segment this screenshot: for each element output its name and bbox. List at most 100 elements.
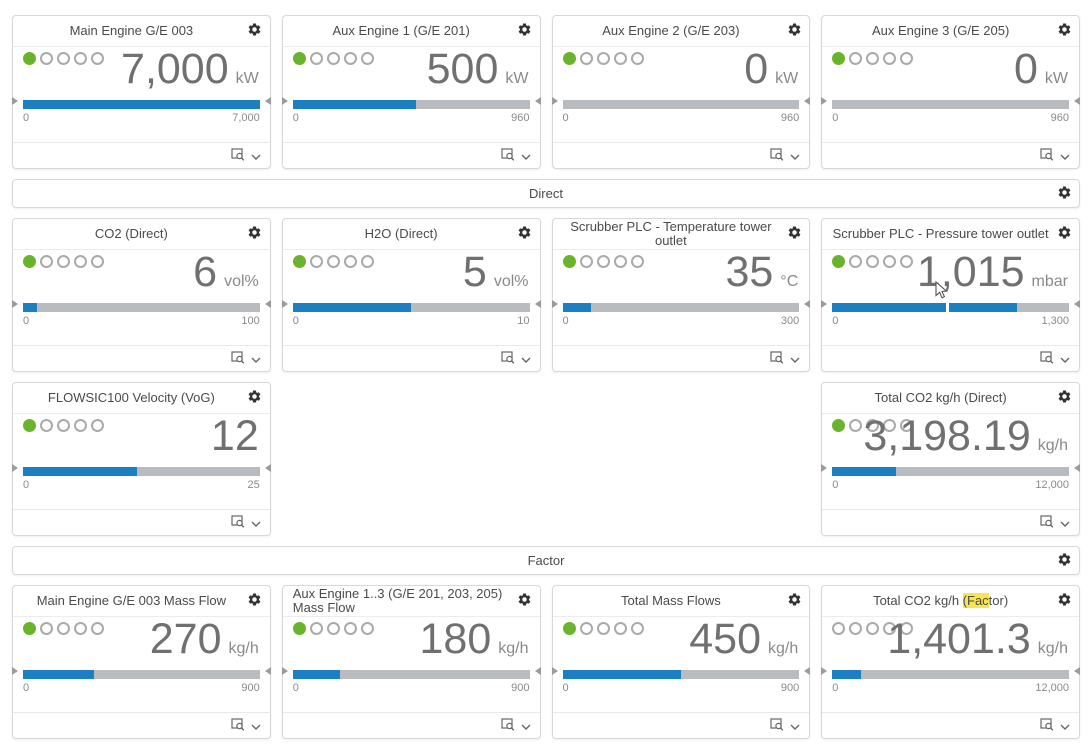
- expand-menu-button[interactable]: [790, 718, 800, 733]
- bar-left-handle[interactable]: [12, 97, 18, 105]
- preview-button[interactable]: [1040, 717, 1054, 734]
- status-dot: [613, 622, 627, 635]
- card-footer: [282, 345, 540, 371]
- expand-menu-button[interactable]: [1060, 718, 1070, 733]
- settings-button[interactable]: [247, 593, 263, 609]
- bar-left-handle[interactable]: [281, 97, 288, 105]
- preview-button[interactable]: [1040, 147, 1054, 164]
- preview-button[interactable]: [231, 350, 245, 367]
- settings-button[interactable]: [1056, 390, 1072, 406]
- card-title-text: FLOWSIC100 Velocity (VoG): [47, 390, 215, 405]
- card-title-text: CO2 (Direct): [94, 226, 168, 241]
- bar-left-handle[interactable]: [551, 667, 558, 675]
- expand-menu-button[interactable]: [521, 718, 531, 733]
- settings-button[interactable]: [1056, 23, 1072, 39]
- expand-menu-button[interactable]: [251, 351, 261, 366]
- status-dot: [40, 419, 53, 432]
- card-header: CO2 (Direct): [13, 219, 270, 250]
- bar-left-handle[interactable]: [821, 97, 828, 105]
- bar-left-handle[interactable]: [821, 464, 828, 472]
- settings-button[interactable]: [517, 23, 533, 39]
- status-dot: [883, 255, 897, 268]
- bar-left-handle[interactable]: [12, 464, 18, 472]
- status-dot: [343, 255, 357, 268]
- bar-right-handle[interactable]: [534, 667, 541, 675]
- preview-button[interactable]: [1040, 350, 1054, 367]
- expand-menu-button[interactable]: [251, 718, 261, 733]
- expand-menu-button[interactable]: [1060, 351, 1070, 366]
- preview-button[interactable]: [500, 350, 515, 367]
- bar-right-handle[interactable]: [804, 667, 811, 675]
- status-dots: [23, 419, 104, 432]
- expand-menu-button[interactable]: [521, 148, 531, 163]
- card-footer: [822, 142, 1079, 168]
- card-title: Aux Engine 3 (G/E 205): [832, 24, 1049, 38]
- settings-button[interactable]: [247, 23, 263, 39]
- bar-left-handle[interactable]: [12, 300, 18, 308]
- preview-button[interactable]: [770, 717, 784, 734]
- status-dot: [596, 622, 610, 635]
- gauge-unit: kg/h: [498, 640, 529, 657]
- mouse-cursor-icon: [935, 280, 949, 305]
- bar-left-handle[interactable]: [281, 667, 288, 675]
- settings-button[interactable]: [1056, 226, 1072, 242]
- bar-right-handle[interactable]: [804, 97, 811, 105]
- expand-menu-button[interactable]: [1060, 148, 1070, 163]
- expand-menu-button[interactable]: [251, 515, 261, 530]
- gauge-unit: kg/h: [768, 640, 799, 657]
- bar-marker[interactable]: [945, 303, 949, 312]
- status-dot: [596, 255, 610, 268]
- settings-button[interactable]: [247, 390, 263, 406]
- expand-menu-button[interactable]: [790, 148, 800, 163]
- bar-left-handle[interactable]: [551, 97, 558, 105]
- gauge-unit: vol%: [224, 273, 259, 290]
- expand-menu-button[interactable]: [521, 351, 531, 366]
- bar-right-handle[interactable]: [804, 300, 811, 308]
- settings-button[interactable]: [1056, 553, 1072, 569]
- bar-right-handle[interactable]: [264, 464, 271, 472]
- bar-right-handle[interactable]: [264, 97, 271, 105]
- preview-button[interactable]: [231, 514, 245, 531]
- bar-left-handle[interactable]: [12, 667, 18, 675]
- settings-button[interactable]: [786, 593, 802, 609]
- bar-right-handle[interactable]: [1074, 464, 1080, 472]
- preview-button[interactable]: [770, 350, 784, 367]
- expand-menu-button[interactable]: [1060, 515, 1070, 530]
- settings-button[interactable]: [517, 593, 533, 609]
- preview-button[interactable]: [1040, 514, 1054, 531]
- settings-button[interactable]: [247, 226, 263, 242]
- bar-left-handle[interactable]: [281, 300, 288, 308]
- settings-button[interactable]: [517, 226, 533, 242]
- card-header: Main Engine G/E 003 Mass Flow: [13, 586, 270, 617]
- preview-button[interactable]: [500, 147, 515, 164]
- bar-right-handle[interactable]: [534, 97, 541, 105]
- status-dot: [630, 255, 644, 268]
- bar-right-handle[interactable]: [1074, 300, 1080, 308]
- bar-left-handle[interactable]: [821, 667, 828, 675]
- bar-right-handle[interactable]: [264, 300, 271, 308]
- settings-button[interactable]: [1056, 186, 1072, 202]
- bar-left-handle[interactable]: [551, 300, 558, 308]
- bar-right-handle[interactable]: [1074, 667, 1080, 675]
- card-title-text: Aux Engine 1..3 (G/E 201, 203, 205) Mass…: [292, 586, 503, 615]
- preview-button[interactable]: [500, 717, 515, 734]
- preview-button[interactable]: [231, 147, 245, 164]
- preview-button[interactable]: [231, 717, 245, 734]
- bar-right-handle[interactable]: [534, 300, 541, 308]
- bar-left-handle[interactable]: [821, 300, 828, 308]
- gauge-unit: kg/h: [1037, 437, 1068, 454]
- card-footer: [822, 712, 1079, 738]
- settings-button[interactable]: [786, 23, 802, 39]
- scale-min-label: 0: [292, 315, 299, 327]
- bar-right-handle[interactable]: [264, 667, 271, 675]
- scale-max-label: 900: [241, 682, 260, 694]
- expand-menu-button[interactable]: [790, 351, 800, 366]
- settings-button[interactable]: [1056, 593, 1072, 609]
- status-dot: [849, 52, 863, 65]
- settings-button[interactable]: [786, 226, 802, 242]
- bar-right-handle[interactable]: [1074, 97, 1080, 105]
- gauge-unit: kW: [775, 70, 799, 87]
- expand-menu-button[interactable]: [251, 148, 261, 163]
- preview-button[interactable]: [770, 147, 784, 164]
- gauge-unit: kW: [1044, 70, 1068, 87]
